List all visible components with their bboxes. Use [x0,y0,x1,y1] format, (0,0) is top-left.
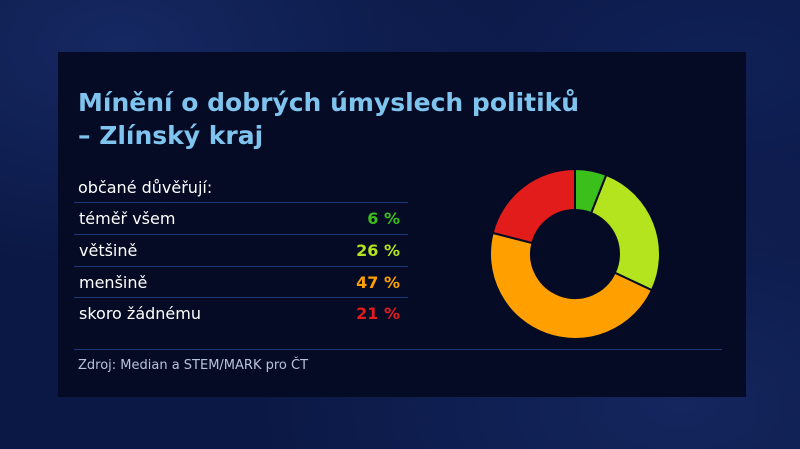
source-note: Zdroj: Median a STEM/MARK pro ČT [78,358,309,373]
legend-value: 47 % [356,273,400,292]
donut-slice [489,231,654,340]
legend-label: většině [79,241,138,260]
legend-row: většině 26 % [74,234,408,266]
legend-row: téměř všem 6 % [74,202,408,234]
legend-label: menšině [79,273,148,292]
title-line-1: Mínění o dobrých úmyslech politiků [78,88,580,117]
source-divider [74,349,722,350]
legend-subhead: občané důvěřují: [78,178,213,197]
legend-label: téměř všem [79,209,176,228]
donut-slice [589,173,661,292]
legend-value: 21 % [356,304,400,323]
chart-title: Mínění o dobrých úmyslech politiků – Zlí… [78,86,638,152]
legend-row: skoro žádnému 21 % [74,297,408,329]
title-line-2: – Zlínský kraj [78,121,264,150]
legend-value: 6 % [367,209,400,228]
donut-chart [489,168,661,340]
legend-row: menšině 47 % [74,266,408,298]
legend-value: 26 % [356,241,400,260]
donut-slice [491,168,576,245]
legend-label: skoro žádnému [79,304,201,323]
